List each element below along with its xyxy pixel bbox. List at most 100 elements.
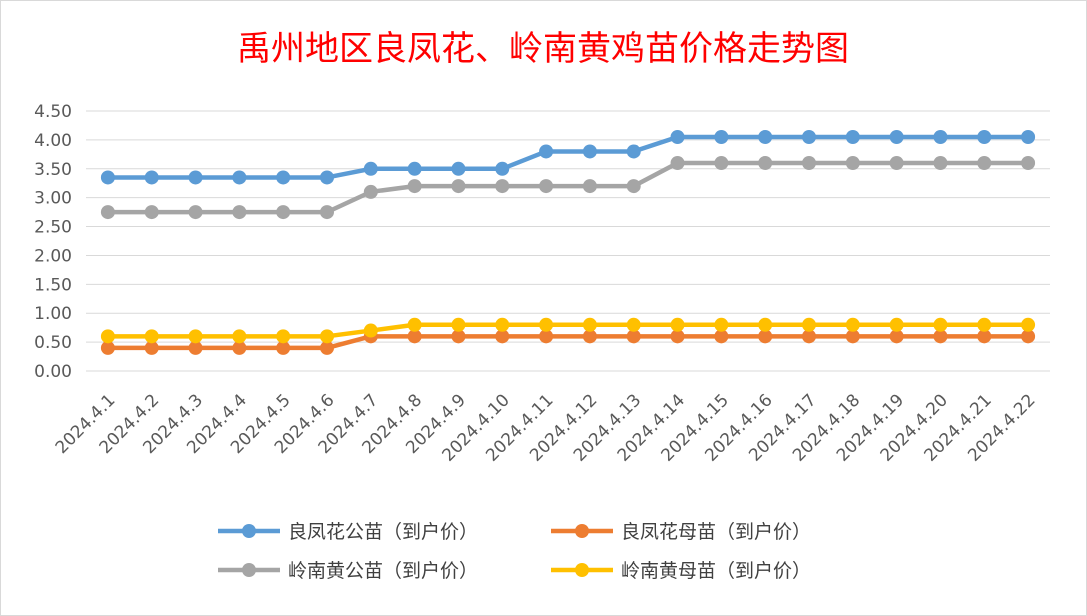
legend-label: 岭南黄公苗（到户价） [288,560,478,582]
data-point [144,205,159,220]
data-point [977,130,992,144]
y-tick-label: 0.50 [34,333,72,353]
data-point [188,170,203,185]
data-point [802,317,816,332]
data-point [889,130,904,144]
data-point [320,205,334,220]
data-point [451,179,466,194]
data-point [363,184,378,199]
data-point [758,317,773,332]
data-point [276,340,291,355]
data-point [933,130,948,144]
data-point [1021,156,1036,170]
data-point [889,156,904,170]
y-tick-label: 3.00 [34,189,72,209]
data-point [670,329,685,344]
data-point [802,156,816,170]
y-tick-label: 4.00 [34,131,72,151]
legend-label: 良凤花公苗（到户价） [288,521,478,543]
data-point [539,179,554,194]
legend-marker [242,563,256,577]
data-point [977,329,992,344]
data-point [407,329,422,344]
data-point [977,317,992,332]
data-point [495,317,510,332]
data-point [363,323,378,338]
data-point [845,130,860,144]
data-point [232,340,247,355]
data-point [626,329,641,344]
data-point [845,329,860,344]
data-point [933,317,948,332]
legend-item: 良凤花母苗（到户价） [551,521,811,543]
data-point [1021,317,1036,332]
data-point [144,329,159,344]
data-point [758,329,773,344]
data-point [977,156,992,170]
data-point [100,340,115,355]
data-point [758,130,773,144]
gridlines [86,110,1050,372]
chart-title: 禹州地区良凤花、岭南黄鸡苗价格走势图 [237,29,849,69]
data-point [714,130,729,144]
data-point [582,329,597,344]
data-point [802,329,816,344]
x-axis-ticks: 2024.4.12024.4.22024.4.32024.4.42024.4.5… [52,390,1040,465]
y-tick-label: 2.50 [34,218,72,238]
data-point [626,144,641,159]
legend-label: 良凤花母苗（到户价） [621,521,811,543]
series-0 [100,130,1036,185]
data-point [407,179,422,194]
data-point [188,329,203,344]
data-point [407,317,422,332]
series-line [105,134,1031,180]
data-point [670,156,685,170]
y-tick-label: 4.50 [34,102,72,122]
legend-marker [242,524,256,538]
data-point [232,329,247,344]
data-point [714,329,729,344]
series-line [105,160,1031,215]
y-axis-ticks: 0.00 0.50 1.00 1.50 2.00 2.50 3.00 3.50 4.00 4.50 [34,102,72,382]
data-point [714,317,729,332]
legend-marker [575,563,589,577]
data-point [889,329,904,344]
data-point [232,170,247,185]
data-point [100,170,115,185]
data-point [495,161,510,176]
data-point [1021,329,1036,344]
data-point [933,329,948,344]
data-point [407,161,422,176]
data-point [363,161,378,176]
data-point [495,329,510,344]
data-point [276,170,291,185]
data-point [845,317,860,332]
data-point [714,156,729,170]
data-point [845,156,860,170]
data-point [451,317,466,332]
data-point [100,205,115,220]
data-point [933,156,948,170]
data-point [188,205,203,220]
series-line [105,322,1031,339]
data-point [144,170,159,185]
data-point [802,130,816,144]
legend-item: 良凤花公苗（到户价） [218,521,478,543]
data-point [582,317,597,332]
data-point [582,144,597,159]
data-point [320,340,334,355]
series-group [100,130,1036,355]
data-point [539,329,554,344]
data-point [320,170,334,185]
data-point [100,329,115,344]
series-3 [100,317,1036,344]
data-point [626,179,641,194]
data-point [758,156,773,170]
data-point [539,144,554,159]
data-point [232,205,247,220]
data-point [1021,130,1036,144]
data-point [670,130,685,144]
data-point [451,161,466,176]
y-tick-label: 3.50 [34,160,72,180]
